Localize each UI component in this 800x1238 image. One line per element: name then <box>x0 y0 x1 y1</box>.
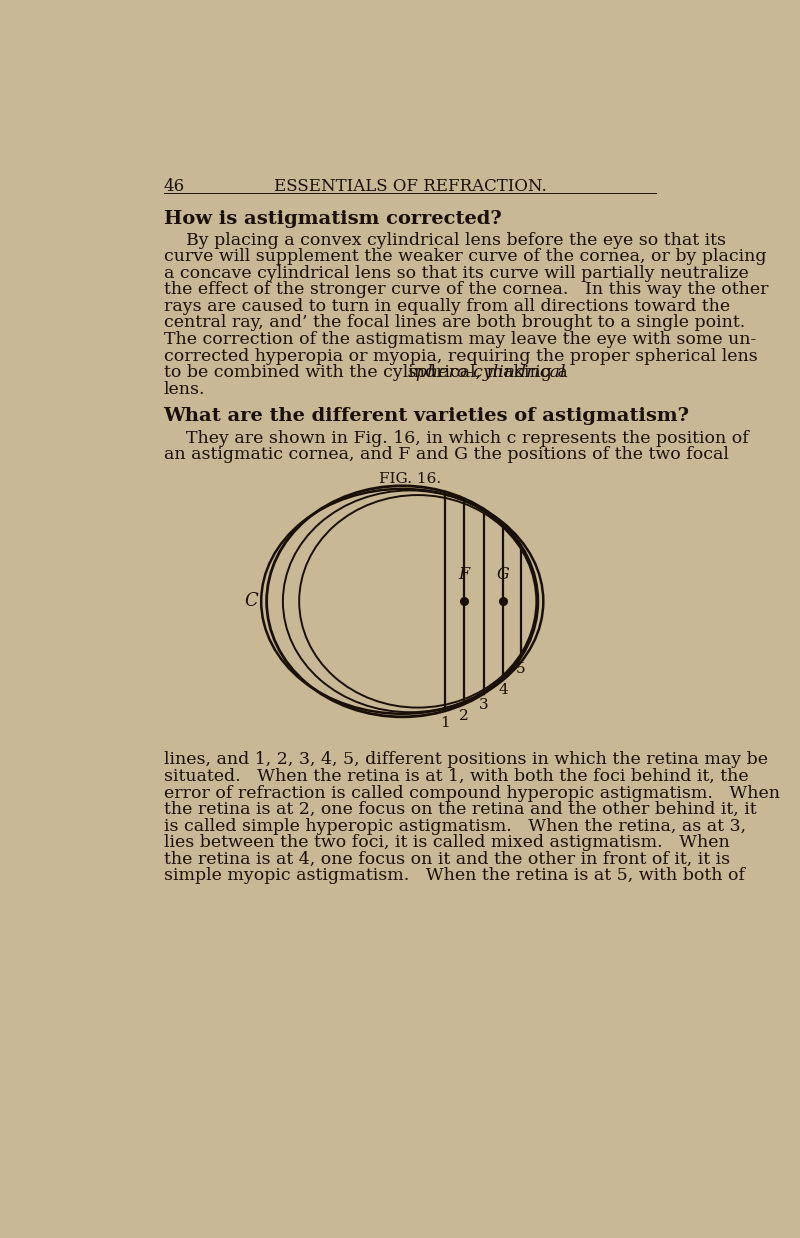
Text: a concave cylindrical lens so that its curve will partially neutralize: a concave cylindrical lens so that its c… <box>163 265 748 282</box>
Text: central ray, and’ the focal lines are both brought to a single point.: central ray, and’ the focal lines are bo… <box>163 314 745 332</box>
Text: FIG. 16.: FIG. 16. <box>379 472 441 487</box>
Text: rays are caused to turn in equally from all directions toward the: rays are caused to turn in equally from … <box>163 298 730 314</box>
Text: situated.   When the retina is at 1, with both the foci behind it, the: situated. When the retina is at 1, with … <box>163 768 748 785</box>
Text: How is astigmatism corrected?: How is astigmatism corrected? <box>163 210 502 228</box>
Text: The correction of the astigmatism may leave the eye with some un-: The correction of the astigmatism may le… <box>163 331 756 348</box>
Text: sphero-cylindrical: sphero-cylindrical <box>408 364 566 381</box>
Text: 46: 46 <box>163 178 185 194</box>
Text: 4: 4 <box>498 683 508 697</box>
Text: corrected hyperopia or myopia, requiring the proper spherical lens: corrected hyperopia or myopia, requiring… <box>163 348 758 365</box>
Text: lens.: lens. <box>163 381 205 397</box>
Text: the effect of the stronger curve of the cornea.   In this way the other: the effect of the stronger curve of the … <box>163 281 768 298</box>
Text: an astigmatic cornea, and F and G the positions of the two focal: an astigmatic cornea, and F and G the po… <box>163 446 729 463</box>
Text: F: F <box>458 566 470 583</box>
Text: C: C <box>244 592 258 610</box>
Text: the retina is at 4, one focus on it and the other in front of it, it is: the retina is at 4, one focus on it and … <box>163 851 730 868</box>
Text: error of refraction is called compound hyperopic astigmatism.   When: error of refraction is called compound h… <box>163 785 779 801</box>
Text: the retina is at 2, one focus on the retina and the other behind it, it: the retina is at 2, one focus on the ret… <box>163 801 756 818</box>
Text: 5: 5 <box>516 662 526 676</box>
Text: 1: 1 <box>440 716 450 729</box>
Text: curve will supplement the weaker curve of the cornea, or by placing: curve will supplement the weaker curve o… <box>163 249 766 265</box>
Text: G: G <box>497 566 510 583</box>
Text: 3: 3 <box>479 698 489 712</box>
Text: simple myopic astigmatism.   When the retina is at 5, with both of: simple myopic astigmatism. When the reti… <box>163 868 745 884</box>
Text: They are shown in Fig. 16, in which c represents the position of: They are shown in Fig. 16, in which c re… <box>163 430 748 447</box>
Text: lines, and 1, 2, 3, 4, 5, different positions in which the retina may be: lines, and 1, 2, 3, 4, 5, different posi… <box>163 751 767 769</box>
Text: ESSENTIALS OF REFRACTION.: ESSENTIALS OF REFRACTION. <box>274 178 546 194</box>
Text: 2: 2 <box>459 708 469 723</box>
Text: is called simple hyperopic astigmatism.   When the retina, as at 3,: is called simple hyperopic astigmatism. … <box>163 817 746 834</box>
Text: lies between the two foci, it is called mixed astigmatism.   When: lies between the two foci, it is called … <box>163 834 730 852</box>
Text: By placing a convex cylindrical lens before the eye so that its: By placing a convex cylindrical lens bef… <box>163 232 726 249</box>
Text: to be combined with the cylindrical, making a: to be combined with the cylindrical, mak… <box>163 364 573 381</box>
Text: What are the different varieties of astigmatism?: What are the different varieties of asti… <box>163 406 690 425</box>
